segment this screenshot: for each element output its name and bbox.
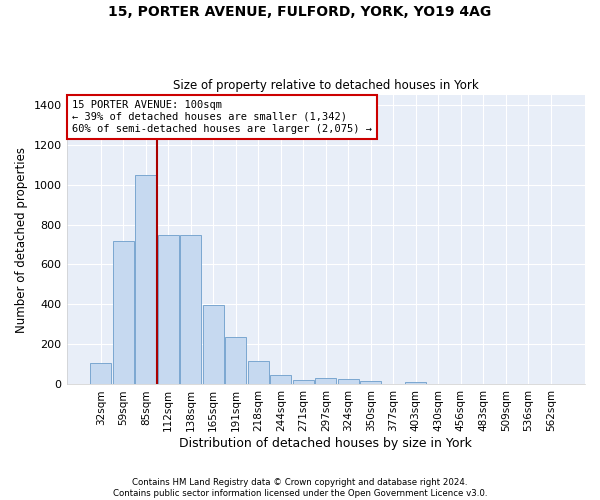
Title: Size of property relative to detached houses in York: Size of property relative to detached ho… xyxy=(173,79,479,92)
Bar xyxy=(180,234,202,384)
Bar xyxy=(293,380,314,384)
Bar xyxy=(113,240,134,384)
Bar xyxy=(360,381,382,384)
Bar xyxy=(203,306,224,384)
Text: 15, PORTER AVENUE, FULFORD, YORK, YO19 4AG: 15, PORTER AVENUE, FULFORD, YORK, YO19 4… xyxy=(109,5,491,19)
Y-axis label: Number of detached properties: Number of detached properties xyxy=(15,146,28,332)
Bar xyxy=(225,338,247,384)
Bar xyxy=(338,380,359,384)
Bar xyxy=(270,375,292,384)
Bar xyxy=(90,364,112,384)
Text: Contains HM Land Registry data © Crown copyright and database right 2024.
Contai: Contains HM Land Registry data © Crown c… xyxy=(113,478,487,498)
X-axis label: Distribution of detached houses by size in York: Distribution of detached houses by size … xyxy=(179,437,472,450)
Bar xyxy=(248,362,269,384)
Text: 15 PORTER AVENUE: 100sqm
← 39% of detached houses are smaller (1,342)
60% of sem: 15 PORTER AVENUE: 100sqm ← 39% of detach… xyxy=(72,100,372,134)
Bar xyxy=(158,234,179,384)
Bar xyxy=(315,378,337,384)
Bar xyxy=(405,382,427,384)
Bar xyxy=(135,174,157,384)
